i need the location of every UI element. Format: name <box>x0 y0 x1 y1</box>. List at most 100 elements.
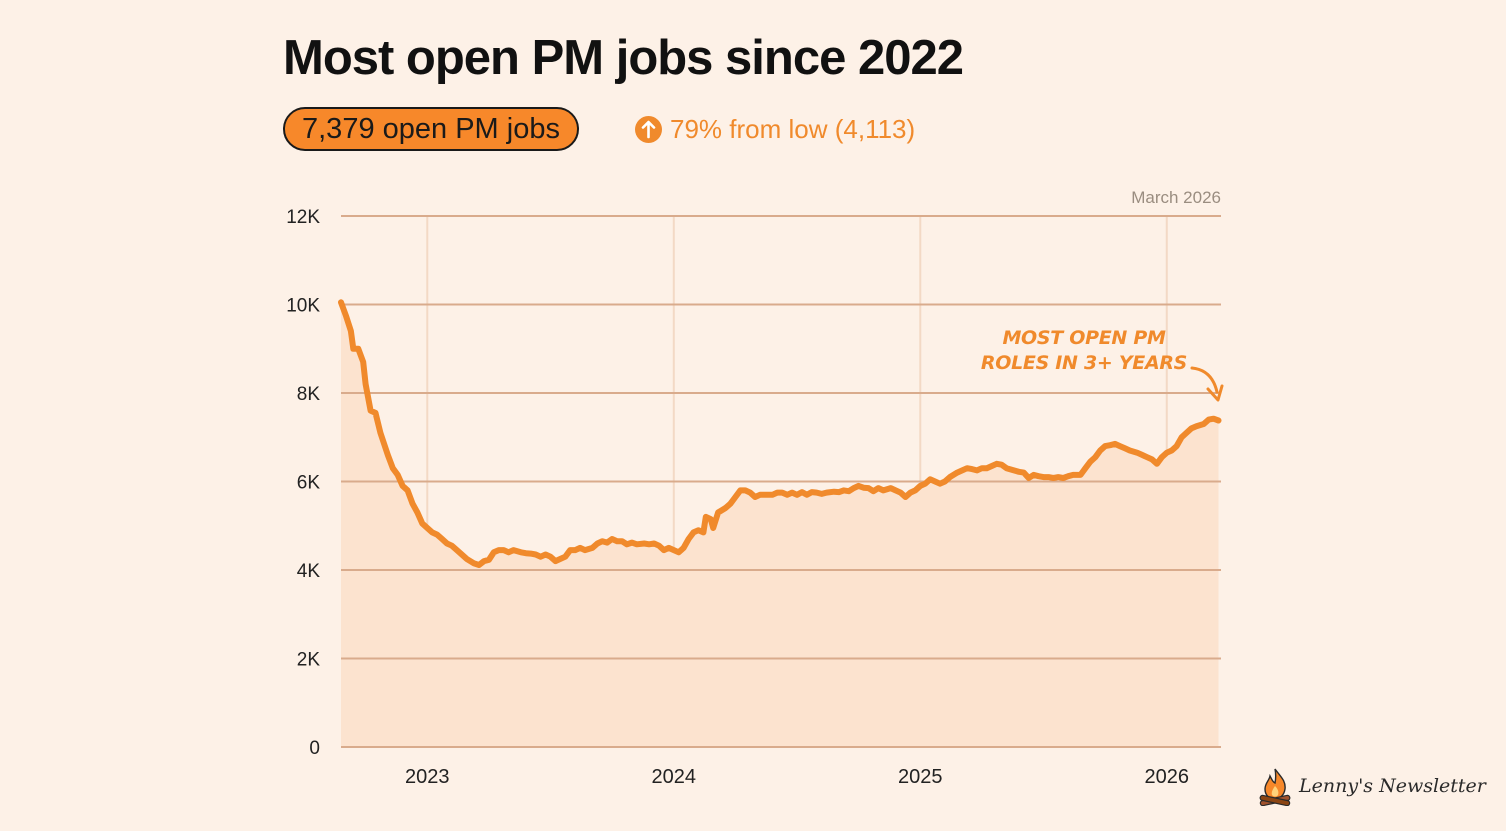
data-point-55 <box>614 538 620 544</box>
data-point-135 <box>1021 470 1027 476</box>
data-point-142 <box>1055 474 1061 480</box>
campfire-icon <box>1259 768 1291 806</box>
data-point-128 <box>984 465 990 471</box>
data-point-15 <box>409 501 416 507</box>
data-point-34 <box>506 549 512 555</box>
data-point-169 <box>1193 423 1199 429</box>
data-point-19 <box>429 529 435 536</box>
data-point-63 <box>656 543 662 549</box>
data-point-16 <box>414 509 420 516</box>
data-point-13 <box>400 483 406 489</box>
data-point-93 <box>804 492 810 498</box>
annotation-arrow-icon <box>1190 366 1219 394</box>
data-point-83 <box>752 494 758 500</box>
data-point-146 <box>1077 472 1084 478</box>
data-point-74 <box>708 516 714 522</box>
data-point-22 <box>444 540 450 547</box>
data-point-46 <box>567 547 573 553</box>
x-tick-label-2025: 2025 <box>898 766 943 788</box>
data-point-61 <box>646 541 652 547</box>
change-indicator: 79% from low (4,113) <box>635 114 915 145</box>
data-point-8 <box>372 410 379 416</box>
data-point-131 <box>999 462 1005 468</box>
data-point-103 <box>856 483 862 489</box>
data-point-99 <box>836 489 842 495</box>
data-point-82 <box>747 490 753 496</box>
data-point-41 <box>543 551 549 558</box>
data-point-115 <box>917 483 923 489</box>
data-point-119 <box>937 481 943 487</box>
data-point-144 <box>1065 473 1071 479</box>
data-point-64 <box>661 547 667 553</box>
data-point-42 <box>547 554 554 560</box>
area-fill <box>341 302 1219 747</box>
date-label: March 2026 <box>1131 188 1221 207</box>
y-tick-label-8K: 8K <box>297 384 321 405</box>
data-point-164 <box>1169 447 1175 454</box>
annotation-arrowhead-icon <box>1206 384 1224 402</box>
data-point-18 <box>424 525 430 531</box>
data-point-133 <box>1011 467 1017 473</box>
data-point-151 <box>1102 443 1108 449</box>
change-text: 79% from low (4,113) <box>670 114 916 144</box>
data-point-108 <box>880 487 886 493</box>
data-point-121 <box>947 474 953 480</box>
data-point-167 <box>1183 430 1190 436</box>
data-point-87 <box>774 490 780 496</box>
data-point-117 <box>927 476 933 482</box>
data-point-92 <box>799 489 805 495</box>
data-point-59 <box>634 541 640 547</box>
data-point-171 <box>1206 417 1212 423</box>
y-axis: 0 2K 4K 6K 8K 10K 12K <box>286 207 320 759</box>
data-point-32 <box>496 547 502 553</box>
data-point-12 <box>395 472 401 478</box>
x-tick-label-2026: 2026 <box>1145 766 1190 788</box>
data-point-100 <box>841 487 847 493</box>
data-point-30 <box>486 557 492 563</box>
brand: Lenny's Newsletter <box>1257 766 1486 806</box>
y-tick-label-10K: 10K <box>286 296 320 317</box>
data-point-79 <box>732 494 739 500</box>
data-point-166 <box>1179 434 1185 440</box>
data-point-65 <box>666 545 672 551</box>
data-point-4 <box>355 346 361 352</box>
data-point-37 <box>523 550 529 556</box>
data-point-71 <box>695 527 702 533</box>
data-point-161 <box>1154 461 1160 467</box>
data-point-28 <box>476 562 482 568</box>
data-point-89 <box>784 492 790 498</box>
data-point-91 <box>794 492 800 498</box>
data-point-73 <box>703 514 709 520</box>
data-point-114 <box>912 487 918 493</box>
data-point-125 <box>969 466 975 472</box>
open-jobs-pill: 7,379 open PM jobs <box>283 107 579 151</box>
data-point-145 <box>1070 472 1076 478</box>
data-point-147 <box>1082 465 1088 471</box>
data-point-56 <box>619 538 625 544</box>
data-point-130 <box>994 461 1000 467</box>
data-point-162 <box>1159 454 1165 460</box>
data-point-36 <box>518 549 524 555</box>
data-point-48 <box>577 545 583 551</box>
data-point-150 <box>1097 447 1103 454</box>
data-point-35 <box>510 547 517 553</box>
data-point-62 <box>651 540 657 547</box>
data-point-10 <box>385 452 391 458</box>
data-point-2 <box>348 328 354 334</box>
data-point-14 <box>405 487 411 493</box>
data-point-120 <box>942 478 948 485</box>
data-point-29 <box>481 558 487 564</box>
data-point-58 <box>629 540 635 546</box>
data-point-72 <box>700 529 707 536</box>
data-point-173 <box>1215 417 1222 424</box>
data-point-122 <box>954 470 960 476</box>
data-point-57 <box>624 541 630 547</box>
data-point-21 <box>439 536 445 542</box>
data-point-9 <box>377 430 383 436</box>
page-title: Most open PM jobs since 2022 <box>283 31 964 85</box>
data-point-110 <box>893 487 899 493</box>
data-point-97 <box>824 490 830 496</box>
data-point-86 <box>769 492 776 498</box>
data-point-141 <box>1050 475 1056 481</box>
data-point-66 <box>671 547 677 553</box>
